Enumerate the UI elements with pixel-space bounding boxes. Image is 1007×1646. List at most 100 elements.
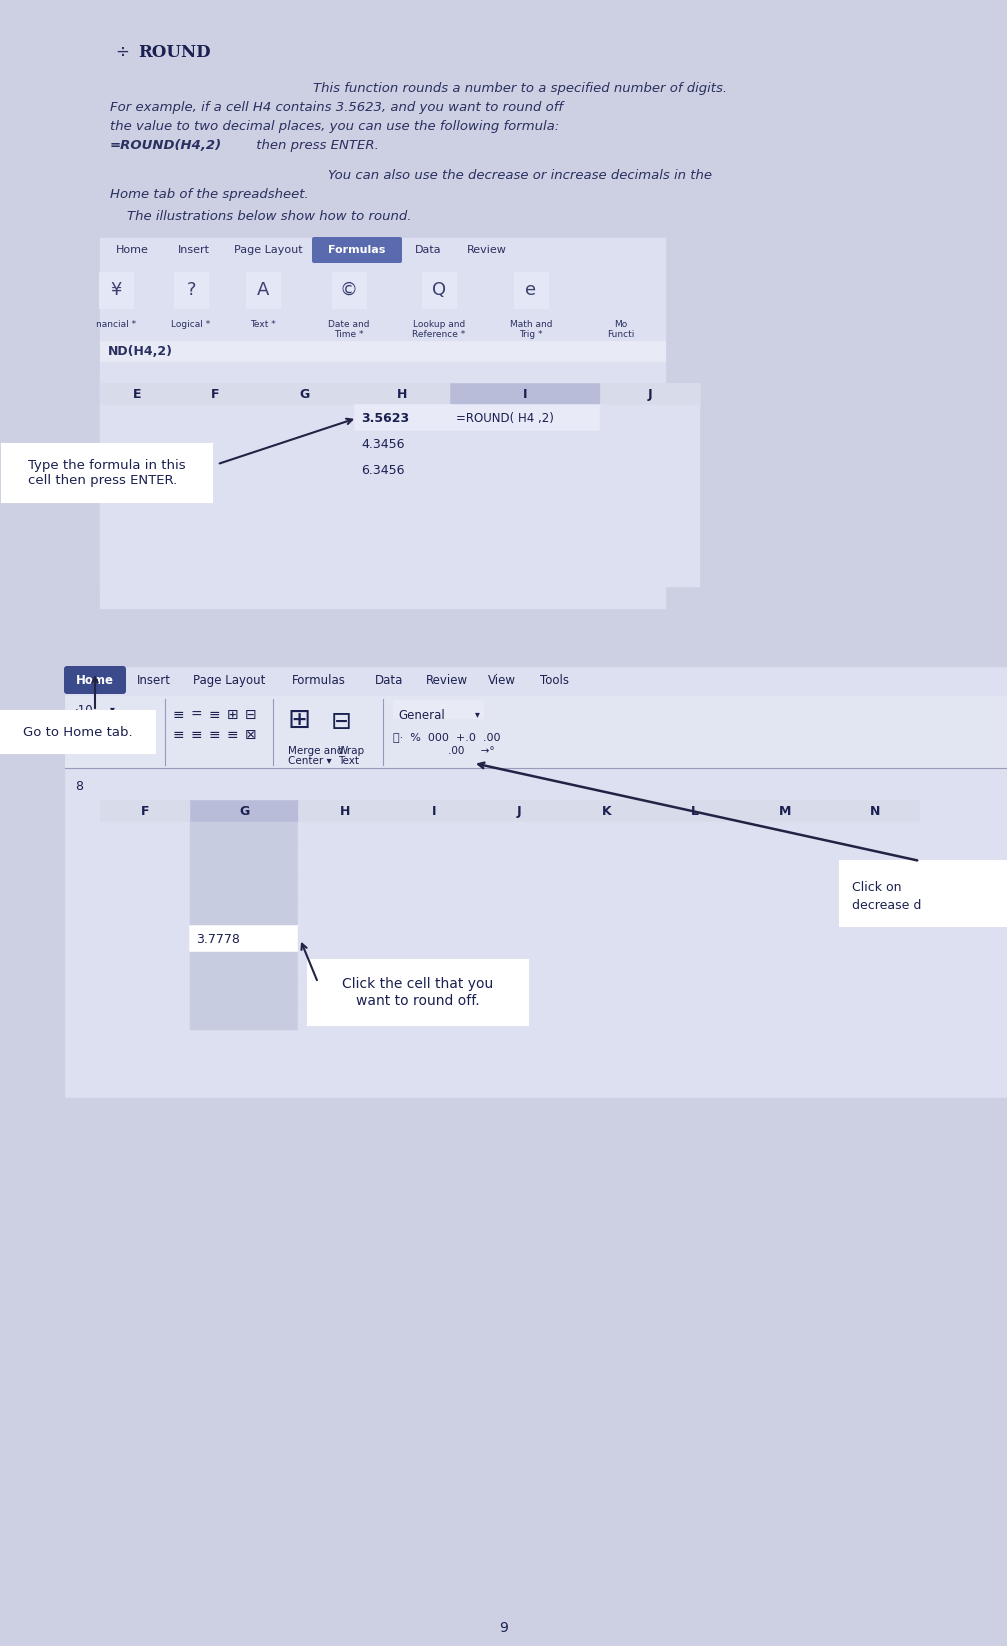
Text: ⊟: ⊟ xyxy=(245,708,257,723)
Bar xyxy=(175,384,255,405)
Bar xyxy=(600,561,700,588)
Bar xyxy=(739,821,831,848)
Bar xyxy=(332,272,366,308)
Bar xyxy=(255,431,355,458)
Bar xyxy=(190,927,298,951)
Text: Home: Home xyxy=(76,673,114,686)
Bar xyxy=(175,509,255,535)
Bar xyxy=(298,978,393,1004)
Bar xyxy=(355,458,450,482)
Bar xyxy=(2,444,212,502)
Bar xyxy=(100,341,665,360)
Bar xyxy=(255,482,355,509)
Text: 9: 9 xyxy=(499,1621,508,1634)
Bar xyxy=(393,821,475,848)
Bar xyxy=(393,978,475,1004)
Bar xyxy=(190,1004,298,1030)
Text: View: View xyxy=(488,673,516,686)
Bar xyxy=(651,848,739,874)
Text: ≡: ≡ xyxy=(173,728,184,742)
Text: decrease d: decrease d xyxy=(852,899,921,912)
Bar xyxy=(563,821,651,848)
Bar xyxy=(255,405,355,431)
Bar xyxy=(393,848,475,874)
Bar xyxy=(175,561,255,588)
Bar xyxy=(831,900,919,927)
Text: Date and
Time *: Date and Time * xyxy=(328,319,370,339)
Text: ⊞: ⊞ xyxy=(227,708,239,723)
Bar xyxy=(175,405,255,431)
Text: H: H xyxy=(340,805,350,818)
Bar xyxy=(355,482,450,509)
Bar xyxy=(563,800,651,821)
Bar xyxy=(475,900,563,927)
Bar xyxy=(100,458,175,482)
Text: 3.5623: 3.5623 xyxy=(361,412,409,425)
Bar xyxy=(600,458,700,482)
Bar xyxy=(190,848,298,874)
Text: the value to two decimal places, you can use the following formula:: the value to two decimal places, you can… xyxy=(110,120,559,133)
Text: L: L xyxy=(691,805,699,818)
Bar xyxy=(651,951,739,978)
Bar xyxy=(393,900,475,927)
Bar xyxy=(831,800,919,821)
Text: G: G xyxy=(239,805,249,818)
Bar xyxy=(100,1004,190,1030)
Text: ≡: ≡ xyxy=(227,728,239,742)
Bar xyxy=(600,535,700,561)
Bar xyxy=(475,1004,563,1030)
Bar xyxy=(0,711,155,752)
Bar xyxy=(600,405,700,431)
Bar xyxy=(100,509,175,535)
Bar xyxy=(450,561,600,588)
Bar xyxy=(475,927,563,951)
Text: 4.3456: 4.3456 xyxy=(361,438,405,451)
Bar xyxy=(739,900,831,927)
Bar xyxy=(100,821,190,848)
Bar xyxy=(355,509,450,535)
Bar xyxy=(355,405,450,431)
Bar xyxy=(422,272,456,308)
Bar xyxy=(190,800,298,821)
Bar xyxy=(514,272,548,308)
Bar xyxy=(100,978,190,1004)
Text: Page Layout: Page Layout xyxy=(234,245,302,255)
Bar xyxy=(355,384,450,405)
Text: Aᴀ A⁻: Aᴀ A⁻ xyxy=(75,723,118,737)
Bar xyxy=(100,900,190,927)
Bar xyxy=(651,927,739,951)
Bar xyxy=(175,431,255,458)
Bar xyxy=(298,821,393,848)
Bar xyxy=(563,978,651,1004)
Text: 8: 8 xyxy=(75,780,83,793)
Text: 3.7778: 3.7778 xyxy=(196,933,240,945)
Text: e: e xyxy=(526,281,537,300)
Bar xyxy=(65,696,1007,769)
Text: ≡: ≡ xyxy=(209,728,221,742)
Bar xyxy=(475,978,563,1004)
Bar xyxy=(99,272,133,308)
Bar xyxy=(255,509,355,535)
Bar xyxy=(298,951,393,978)
Bar xyxy=(739,927,831,951)
Bar xyxy=(651,874,739,900)
Bar xyxy=(600,384,700,405)
Bar xyxy=(298,927,393,951)
Bar xyxy=(100,951,190,978)
Bar xyxy=(175,482,255,509)
Bar xyxy=(175,535,255,561)
Text: M: M xyxy=(778,805,792,818)
Bar xyxy=(450,509,600,535)
Text: K: K xyxy=(602,805,612,818)
Bar xyxy=(831,1004,919,1030)
Bar xyxy=(739,951,831,978)
Text: A: A xyxy=(257,281,269,300)
Bar xyxy=(563,1004,651,1030)
Bar xyxy=(563,951,651,978)
Text: Review: Review xyxy=(425,673,467,686)
Text: ▾: ▾ xyxy=(475,709,480,719)
Text: Insert: Insert xyxy=(178,245,210,255)
Bar xyxy=(100,239,665,607)
Text: ≡: ≡ xyxy=(209,708,221,723)
Text: Math and
Trig *: Math and Trig * xyxy=(510,319,552,339)
